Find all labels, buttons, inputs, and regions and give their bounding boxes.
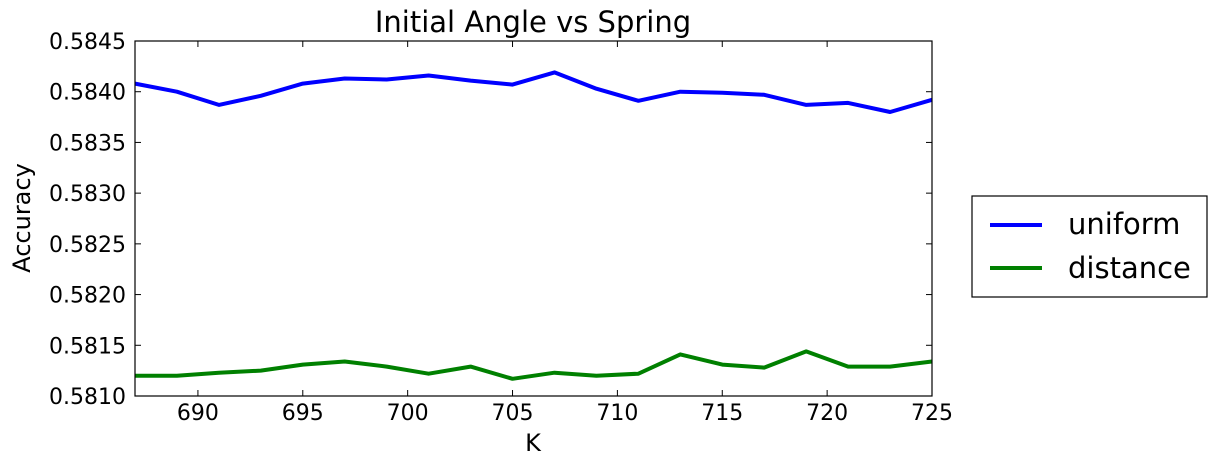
- x-tick-label: 725: [911, 401, 953, 426]
- y-tick-label: 0.5830: [49, 182, 126, 207]
- legend-frame: [971, 195, 1208, 298]
- legend-uniform-label: uniform: [1068, 207, 1180, 241]
- series-layer: [134, 70, 933, 381]
- x-tick-label: 710: [596, 401, 638, 426]
- y-axis-label: Accuracy: [8, 163, 36, 273]
- x-tick-label: 695: [282, 401, 324, 426]
- x-tick-label: 690: [177, 401, 219, 426]
- x-tick-label: 705: [492, 401, 534, 426]
- legend: uniform distance: [971, 195, 1208, 298]
- y-tick-label: 0.5835: [49, 131, 126, 156]
- x-axis-ticks: 690 695 700 705 710 715 720 725: [177, 41, 953, 426]
- x-axis-label: K: [525, 429, 542, 457]
- x-tick-label: 700: [387, 401, 429, 426]
- y-tick-label: 0.5845: [49, 30, 126, 55]
- y-tick-label: 0.5815: [49, 334, 126, 359]
- y-axis-ticks: 0.5810 0.5815 0.5820 0.5825 0.5830 0.5835 0.58…: [49, 30, 932, 410]
- series-line-distance: [135, 349, 933, 381]
- x-tick-label: 715: [701, 401, 743, 426]
- x-tick-label: 720: [806, 401, 848, 426]
- y-tick-label: 0.5820: [49, 284, 126, 309]
- y-tick-label: 0.5810: [49, 385, 126, 410]
- legend-distance-label: distance: [1068, 251, 1191, 285]
- plot-area-frame: [134, 40, 933, 397]
- y-tick-label: 0.5825: [49, 233, 126, 258]
- y-tick-label: 0.5840: [49, 81, 126, 106]
- chart-title: Initial Angle vs Spring: [375, 5, 691, 39]
- series-line-uniform: [134, 70, 933, 114]
